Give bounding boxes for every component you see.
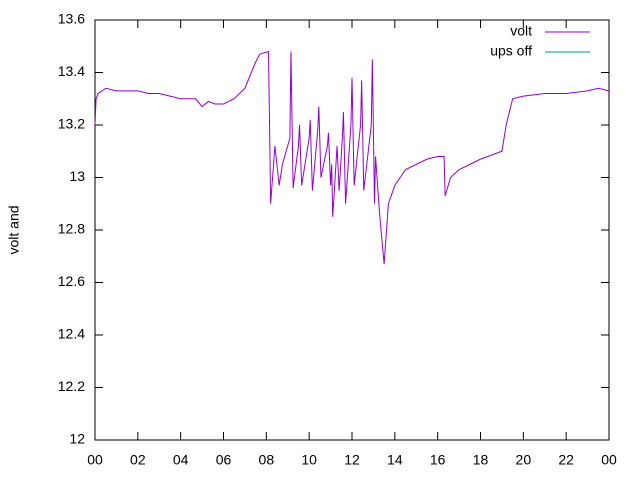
x-tick-label: 02: [130, 452, 146, 468]
y-tick-label: 12.8: [58, 221, 85, 237]
x-tick-label: 10: [301, 452, 317, 468]
y-tick-label: 13.4: [58, 63, 85, 79]
x-tick-label: 14: [387, 452, 403, 468]
y-tick-label: 13: [69, 168, 85, 184]
y-tick-label: 12: [69, 431, 85, 447]
y-tick-label: 12.4: [58, 326, 85, 342]
x-tick-label: 04: [173, 452, 189, 468]
y-tick-label: 13.2: [58, 116, 85, 132]
y-axis-label: volt and: [6, 205, 22, 254]
x-tick-label: 00: [601, 452, 617, 468]
x-tick-label: 18: [473, 452, 489, 468]
x-tick-label: 06: [216, 452, 232, 468]
data-line: [94, 50, 610, 265]
legend-label: ups off: [490, 43, 532, 59]
y-tick-label: 12.6: [58, 273, 85, 289]
x-tick-label: 16: [430, 452, 446, 468]
x-tick-label: 12: [344, 452, 360, 468]
x-tick-label: 20: [516, 452, 532, 468]
y-tick-label: 12.2: [58, 378, 85, 394]
x-tick-label: 08: [259, 452, 275, 468]
x-tick-label: 00: [87, 452, 103, 468]
legend-label: volt: [510, 23, 532, 39]
x-tick-label: 22: [558, 452, 574, 468]
y-tick-label: 13.6: [58, 11, 85, 27]
